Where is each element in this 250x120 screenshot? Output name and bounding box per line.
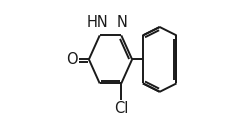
Text: HN: HN: [87, 15, 108, 30]
Text: Cl: Cl: [113, 101, 128, 116]
Text: N: N: [116, 15, 128, 30]
Text: O: O: [66, 52, 78, 67]
